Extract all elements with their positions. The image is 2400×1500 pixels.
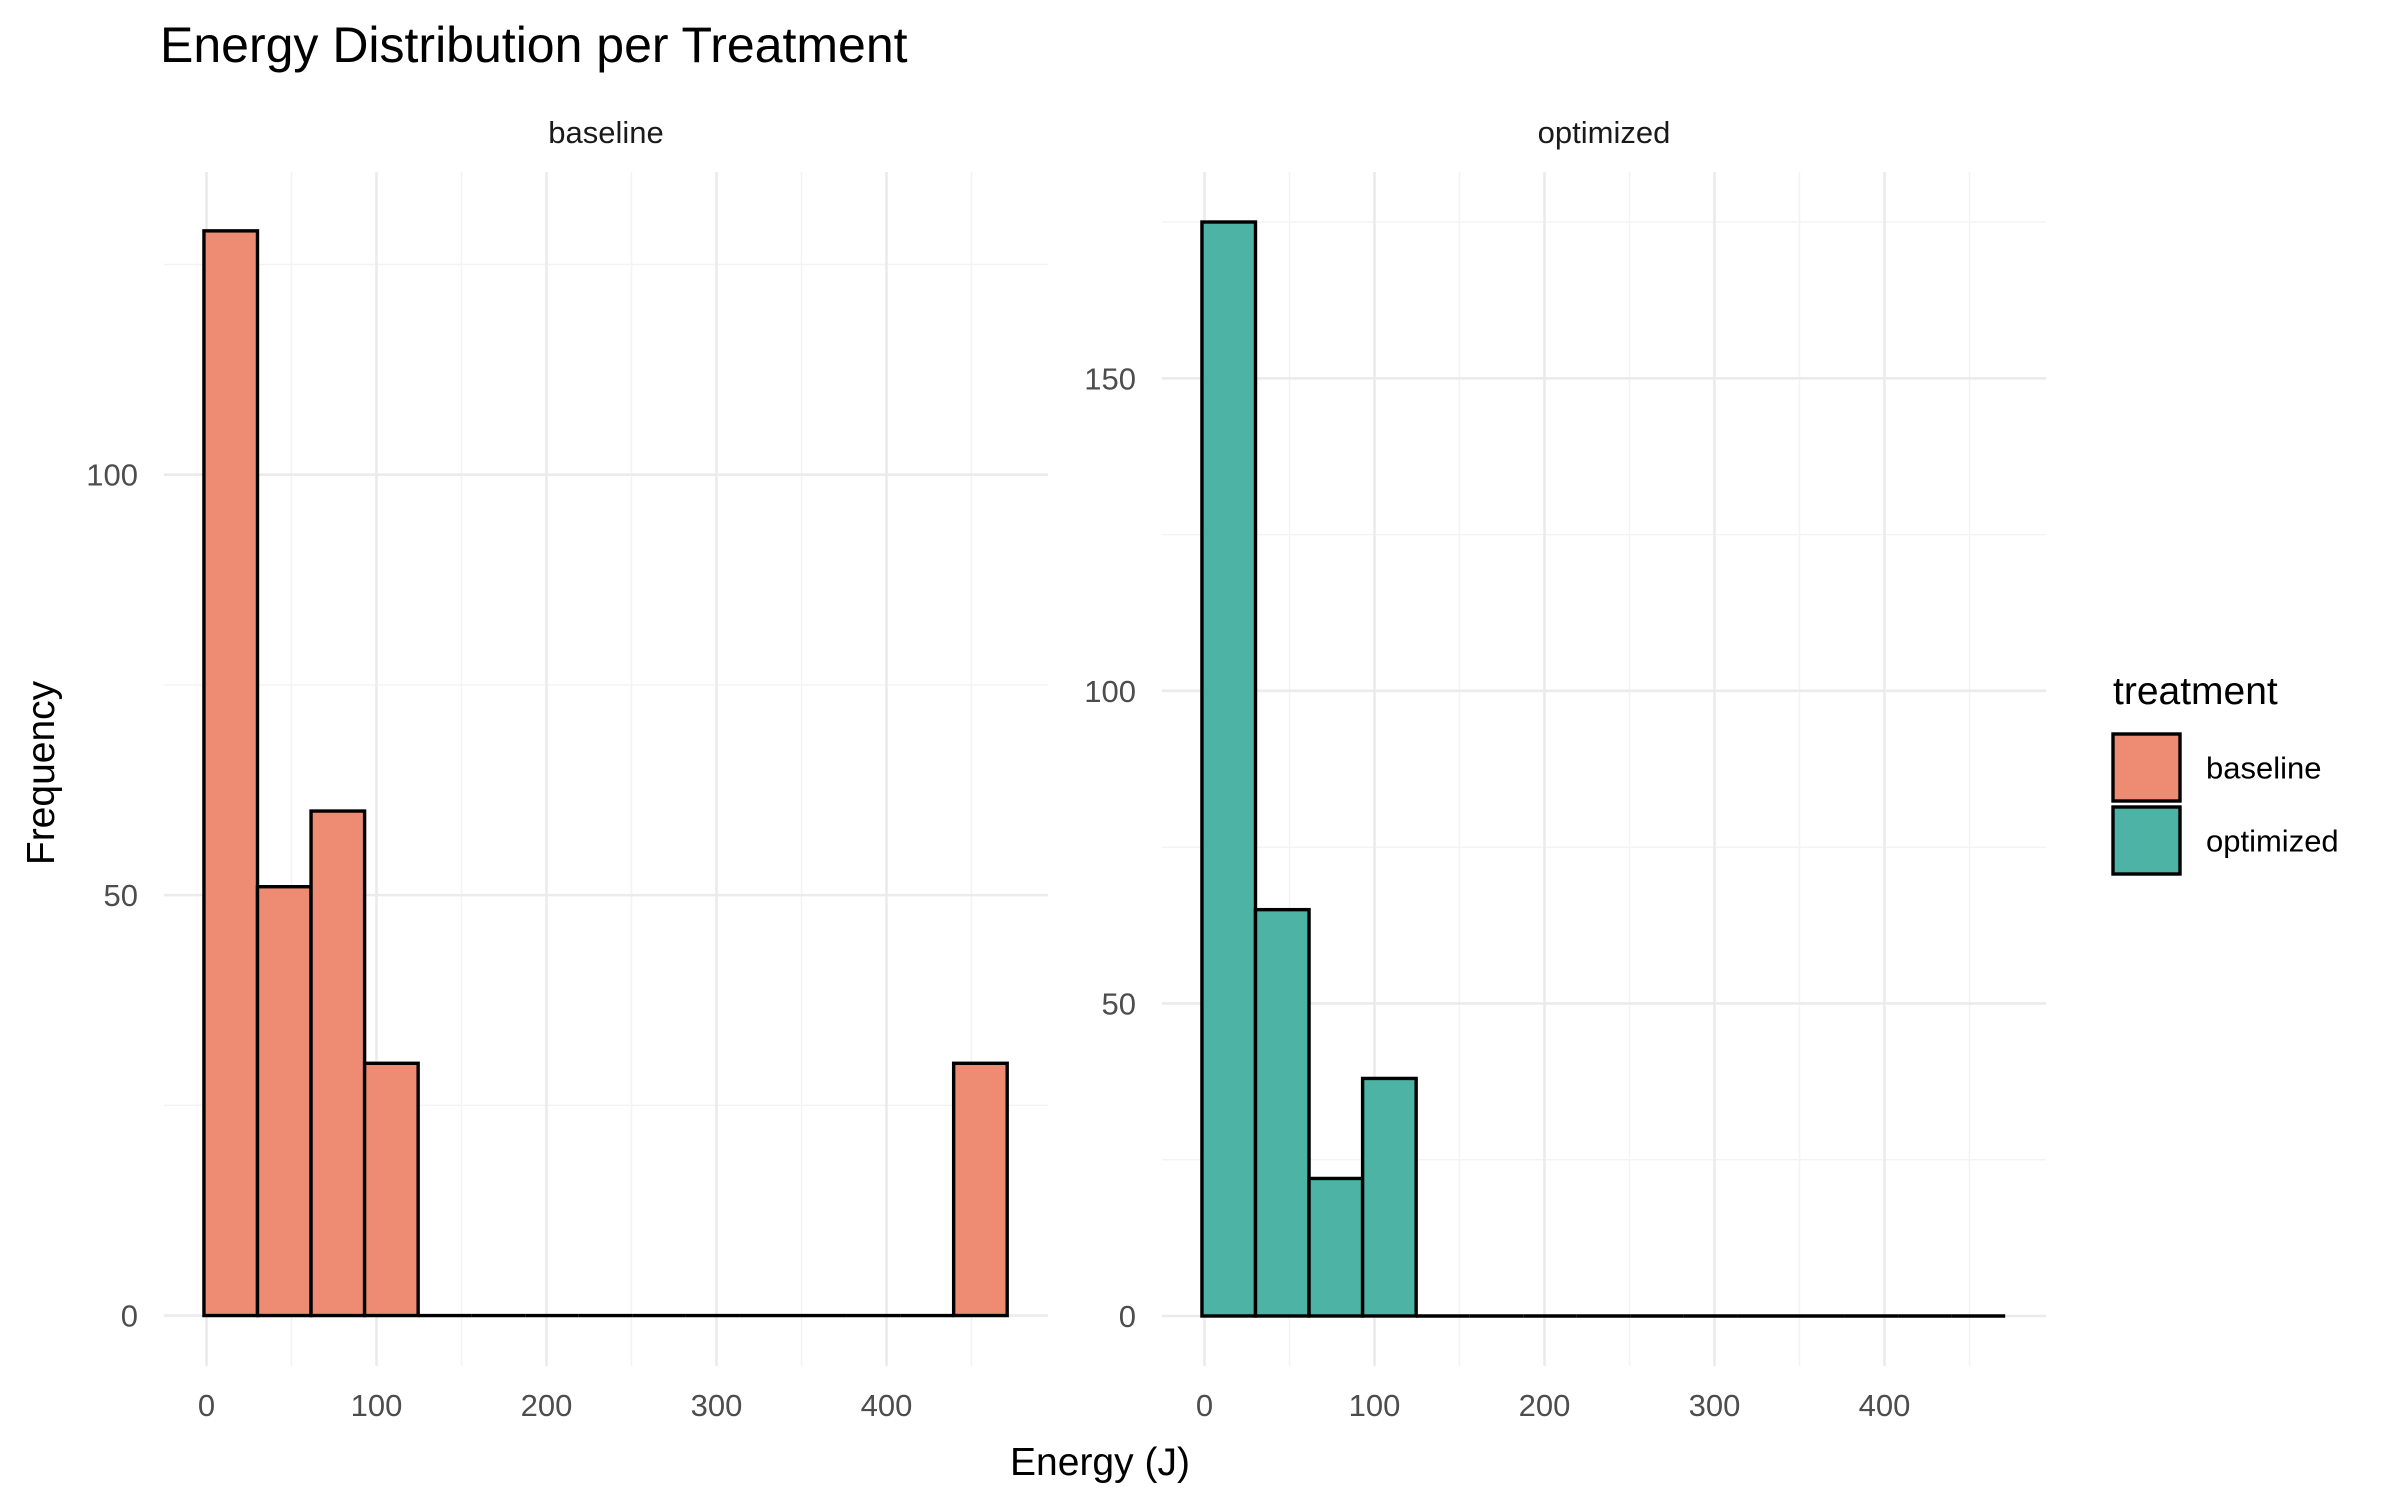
y-tick-label: 100 (86, 458, 138, 493)
bars (202, 229, 1009, 1318)
facet-panel-baseline: 0 50 100 0 100 200 300 400 baseline (86, 115, 1048, 1423)
bar-baseline-0 (202, 229, 260, 1318)
legend-key-optimized (2111, 805, 2182, 876)
bar-baseline-3 (362, 1061, 420, 1318)
legend-title: treatment (2113, 670, 2278, 713)
facet-strip-label: optimized (1538, 115, 1671, 150)
bar-optimized-3 (1360, 1076, 1418, 1318)
bar-optimized-2 (1307, 1176, 1365, 1318)
legend-label-optimized: optimized (2206, 824, 2339, 859)
x-tick-label: 0 (198, 1388, 215, 1423)
y-tick-label: 50 (1102, 986, 1136, 1021)
x-tick-label: 100 (1349, 1388, 1401, 1423)
y-tick-label: 0 (121, 1299, 138, 1334)
y-tick-labels: 0 50 100 (86, 458, 138, 1334)
bar-baseline-1 (255, 885, 313, 1318)
x-tick-label: 0 (1196, 1388, 1213, 1423)
bar-baseline-2 (309, 809, 367, 1318)
x-axis-title: Energy (J) (1010, 1441, 1190, 1484)
x-tick-labels: 0 100 200 300 400 (1196, 1388, 1910, 1423)
bar-baseline-14 (951, 1061, 1009, 1318)
legend-key-baseline (2111, 732, 2182, 803)
y-tick-labels: 0 50 100 150 (1084, 361, 1136, 1334)
x-tick-label: 100 (351, 1388, 403, 1423)
x-tick-label: 400 (1859, 1388, 1911, 1423)
y-tick-label: 50 (104, 878, 138, 913)
bar-optimized-0 (1200, 220, 1258, 1318)
bars (1200, 220, 2006, 1318)
y-axis-title: Frequency (20, 680, 63, 865)
y-tick-label: 0 (1119, 1299, 1136, 1334)
y-tick-label: 150 (1084, 361, 1136, 396)
facet-strip-label: baseline (548, 115, 663, 150)
x-tick-label: 300 (1689, 1388, 1741, 1423)
gridlines (1162, 172, 2046, 1366)
legend-label-baseline: baseline (2206, 751, 2321, 786)
y-tick-label: 100 (1084, 674, 1136, 709)
legend-items: baseline optimized (2111, 732, 2339, 876)
chart-title: Energy Distribution per Treatment (160, 17, 908, 73)
facet-panel-optimized: 0 50 100 150 0 100 200 300 400 optimized (1084, 115, 2046, 1423)
x-tick-label: 200 (521, 1388, 573, 1423)
legend: treatment baseline optimized (2111, 670, 2339, 876)
x-tick-label: 200 (1519, 1388, 1571, 1423)
x-tick-label: 300 (691, 1388, 743, 1423)
x-tick-label: 400 (861, 1388, 913, 1423)
x-tick-labels: 0 100 200 300 400 (198, 1388, 912, 1423)
bar-optimized-1 (1253, 907, 1311, 1318)
